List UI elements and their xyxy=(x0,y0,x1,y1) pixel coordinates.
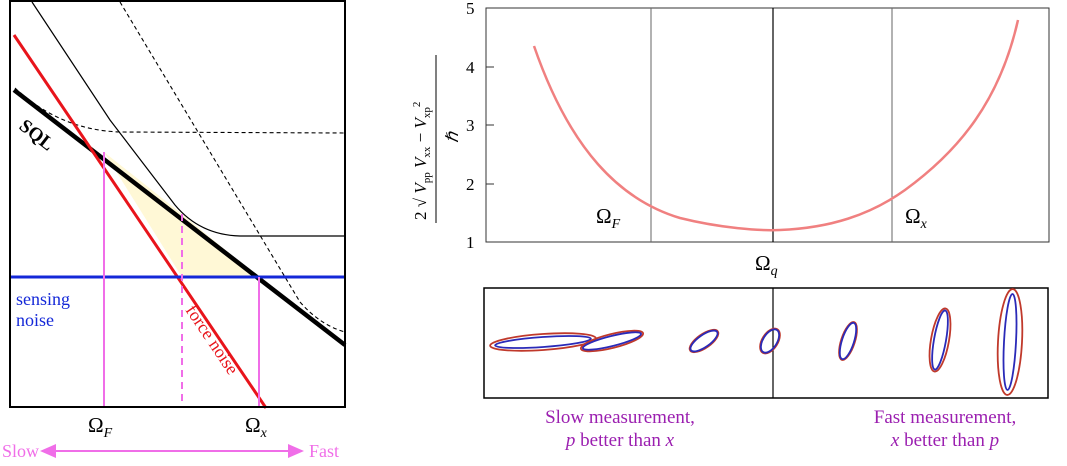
slow-caption-line2: p better than x xyxy=(564,430,675,451)
left-frame xyxy=(9,0,346,408)
ellipse-4-inner xyxy=(760,328,780,354)
ellipse-7 xyxy=(996,288,1024,396)
ellipse-5 xyxy=(838,321,858,361)
ellipse-5-outer xyxy=(838,321,858,361)
omega-f-chart-label: ΩF xyxy=(596,204,621,232)
arrow-left-head xyxy=(40,444,56,458)
sql-line xyxy=(12,88,347,347)
y-tick-3: 3 xyxy=(466,116,475,135)
y-tick-1: 1 xyxy=(466,233,475,252)
x-axis-label: Ωq xyxy=(755,251,778,279)
left-panel: SQL sensing noise force noise ΩF Ωx Slow… xyxy=(2,0,347,461)
omega-x-chart-label: Ωx xyxy=(905,204,928,232)
ellipse-3-inner xyxy=(689,329,719,353)
omega-f-label: ΩF xyxy=(88,413,113,441)
ellipse-1 xyxy=(489,332,597,352)
ellipse-panel: Slow measurement, p better than x Fast m… xyxy=(483,287,1049,451)
ellipse-7-outer xyxy=(996,288,1024,396)
dashed-line-lower xyxy=(299,301,346,333)
arrow-right-head xyxy=(288,444,304,458)
ylabel-numerator: 2 √ Vpp Vxx − Vxp2 xyxy=(411,102,433,220)
ellipse-1-inner xyxy=(494,335,592,349)
ellipse-2 xyxy=(580,329,644,353)
y-tick-5: 5 xyxy=(466,0,475,18)
slow-label: Slow xyxy=(2,441,39,461)
sensing-noise-label-line2: noise xyxy=(16,310,54,330)
fast-caption-line1: Fast measurement, xyxy=(874,407,1016,428)
ellipse-7-inner xyxy=(1002,293,1018,391)
slow-caption-line1: Slow measurement, xyxy=(545,407,695,428)
ellipse-6 xyxy=(928,307,952,373)
thin-solid-curve xyxy=(31,1,345,237)
ellipse-3-outer xyxy=(688,328,720,354)
sensing-noise-label-line1: sensing xyxy=(16,289,70,309)
ellipse-4 xyxy=(759,327,781,355)
y-tick-4: 4 xyxy=(466,58,475,77)
ellipse-4-outer xyxy=(759,327,781,355)
y-axis-label: 2 √ Vpp Vxx − Vxp2 ℏ xyxy=(411,55,462,223)
top-chart: 2 √ Vpp Vxx − Vxp2 ℏ 5 4 3 2 1 ΩF Ωx Ωq xyxy=(411,0,1050,279)
ellipse-2-outer xyxy=(580,329,644,353)
y-ticks: 5 4 3 2 1 xyxy=(466,0,494,252)
ellipse-2-inner xyxy=(581,331,643,351)
ellipse-frame xyxy=(483,287,1049,399)
fast-label: Fast xyxy=(309,441,339,461)
force-noise-label: force noise xyxy=(182,301,243,378)
ellipse-6-outer xyxy=(928,307,952,373)
dashed-line-long xyxy=(119,1,301,303)
ellipse-5-inner xyxy=(838,321,858,361)
ellipse-6-inner xyxy=(931,309,949,371)
ellipse-3 xyxy=(688,328,720,354)
force-noise-line xyxy=(12,34,268,409)
omega-x-label: Ωx xyxy=(245,413,268,441)
fast-caption-line2: x better than p xyxy=(890,430,999,451)
ylabel-denominator: ℏ xyxy=(443,131,462,143)
y-tick-2: 2 xyxy=(466,175,475,194)
variance-curve xyxy=(532,19,1020,232)
